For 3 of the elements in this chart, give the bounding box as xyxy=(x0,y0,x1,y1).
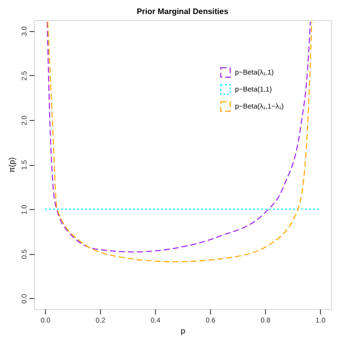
chart-title: Prior Marginal Densities xyxy=(136,7,229,16)
x-axis-title: p xyxy=(180,326,186,336)
y-axis-title: π(p) xyxy=(8,157,16,173)
